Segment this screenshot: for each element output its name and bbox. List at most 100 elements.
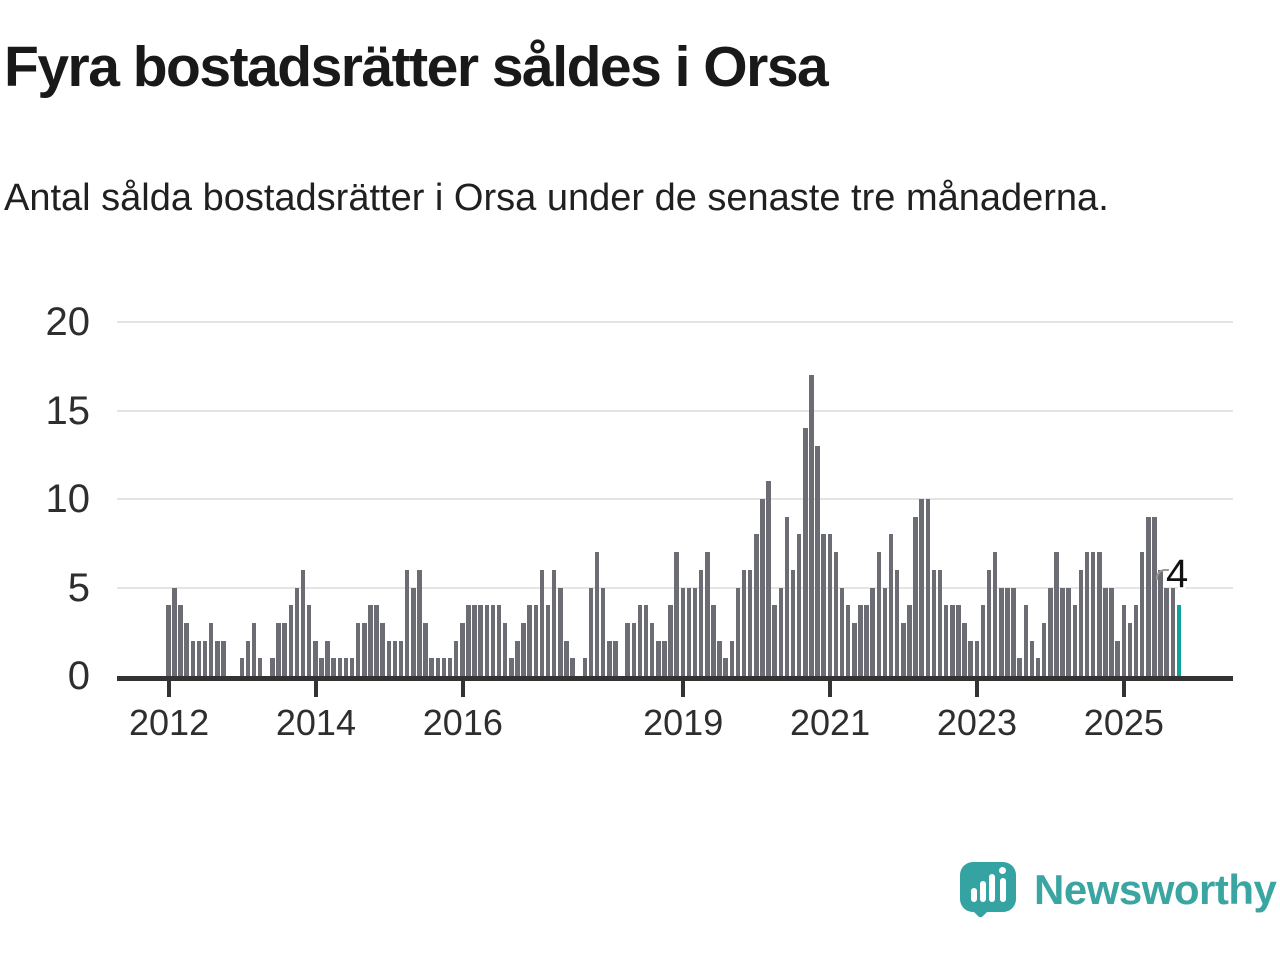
bar	[1017, 658, 1022, 676]
highlight-bar	[1176, 605, 1182, 676]
bar	[564, 640, 569, 676]
bar	[404, 569, 410, 676]
bar	[1097, 552, 1102, 676]
bar	[306, 605, 312, 676]
bar	[686, 587, 692, 676]
bar	[288, 605, 294, 676]
bar	[852, 622, 857, 676]
bar	[607, 640, 612, 676]
bar	[1139, 552, 1145, 676]
bar	[423, 622, 428, 676]
bar	[1084, 552, 1090, 676]
x-axis-line	[117, 676, 1233, 681]
bar	[668, 605, 673, 676]
bar	[1072, 605, 1078, 676]
bar	[986, 569, 992, 676]
bar-series	[166, 322, 1182, 676]
bar	[760, 499, 765, 676]
bar	[447, 658, 453, 676]
bar	[417, 569, 422, 676]
bar	[815, 445, 820, 676]
gridline	[117, 321, 1233, 323]
bar	[374, 605, 379, 676]
x-axis-label: 2025	[1083, 702, 1164, 743]
bar	[1060, 587, 1065, 676]
bar	[466, 605, 471, 676]
bar	[901, 622, 906, 676]
bar	[325, 640, 330, 676]
bar	[545, 605, 551, 676]
bar	[411, 587, 416, 676]
bar	[925, 499, 931, 676]
bar	[754, 534, 759, 676]
bar	[637, 605, 643, 676]
bar	[582, 658, 588, 676]
bar	[827, 534, 833, 676]
last-value-label: 4	[1166, 552, 1189, 596]
bar	[999, 587, 1004, 676]
x-axis-tick	[974, 681, 979, 697]
bar	[178, 605, 183, 676]
gridline	[117, 409, 1233, 412]
bar	[208, 622, 214, 676]
bar	[931, 569, 937, 676]
x-axis-tick	[1121, 681, 1126, 697]
newsworthy-logo-icon	[960, 862, 1016, 912]
bar	[343, 658, 349, 676]
bar	[276, 622, 281, 676]
bar	[251, 622, 257, 676]
bar	[196, 640, 202, 676]
bar	[472, 605, 477, 676]
bar	[1158, 569, 1163, 676]
bar	[386, 640, 392, 676]
bar	[919, 499, 924, 676]
bar	[1121, 605, 1127, 676]
annotation-leader-line	[1156, 569, 1169, 580]
bar	[1005, 587, 1010, 676]
bar	[680, 587, 686, 676]
bar	[270, 658, 275, 676]
bar	[215, 640, 220, 676]
bar	[674, 552, 679, 676]
bar	[1127, 622, 1133, 676]
bar	[319, 658, 324, 676]
bar	[392, 640, 398, 676]
bar	[1164, 587, 1169, 676]
bar	[1011, 587, 1016, 676]
bar	[368, 605, 373, 676]
bar	[962, 622, 967, 676]
bar	[735, 587, 741, 676]
bar	[221, 640, 226, 676]
bar	[515, 640, 520, 676]
bar	[184, 622, 189, 676]
bar	[484, 605, 490, 676]
bar	[435, 658, 441, 676]
gridline	[117, 498, 1233, 500]
bar	[1090, 552, 1096, 676]
bar	[380, 622, 385, 676]
bar	[172, 587, 177, 676]
bar	[1115, 640, 1120, 676]
x-axis-label: 2023	[936, 702, 1017, 743]
x-axis-label: 2014	[275, 702, 356, 743]
bar	[1078, 569, 1084, 676]
y-axis-label: 20	[45, 300, 91, 344]
logo-bar-chart-icon	[989, 874, 995, 902]
bar	[551, 569, 557, 676]
logo-exclamation-dot-icon	[999, 867, 1006, 874]
bar	[729, 640, 735, 676]
page-title: Fyra bostadsrätter såldes i Orsa	[4, 35, 829, 99]
bar	[313, 640, 318, 676]
bar	[741, 569, 747, 676]
bar	[490, 605, 496, 676]
bar	[625, 622, 630, 676]
bar	[460, 622, 465, 676]
bar	[747, 569, 753, 676]
bar	[349, 658, 355, 676]
bar	[166, 605, 171, 676]
bar	[1109, 587, 1114, 676]
bar	[1035, 658, 1041, 676]
bar	[282, 622, 287, 676]
x-axis-label: 2021	[790, 702, 871, 743]
